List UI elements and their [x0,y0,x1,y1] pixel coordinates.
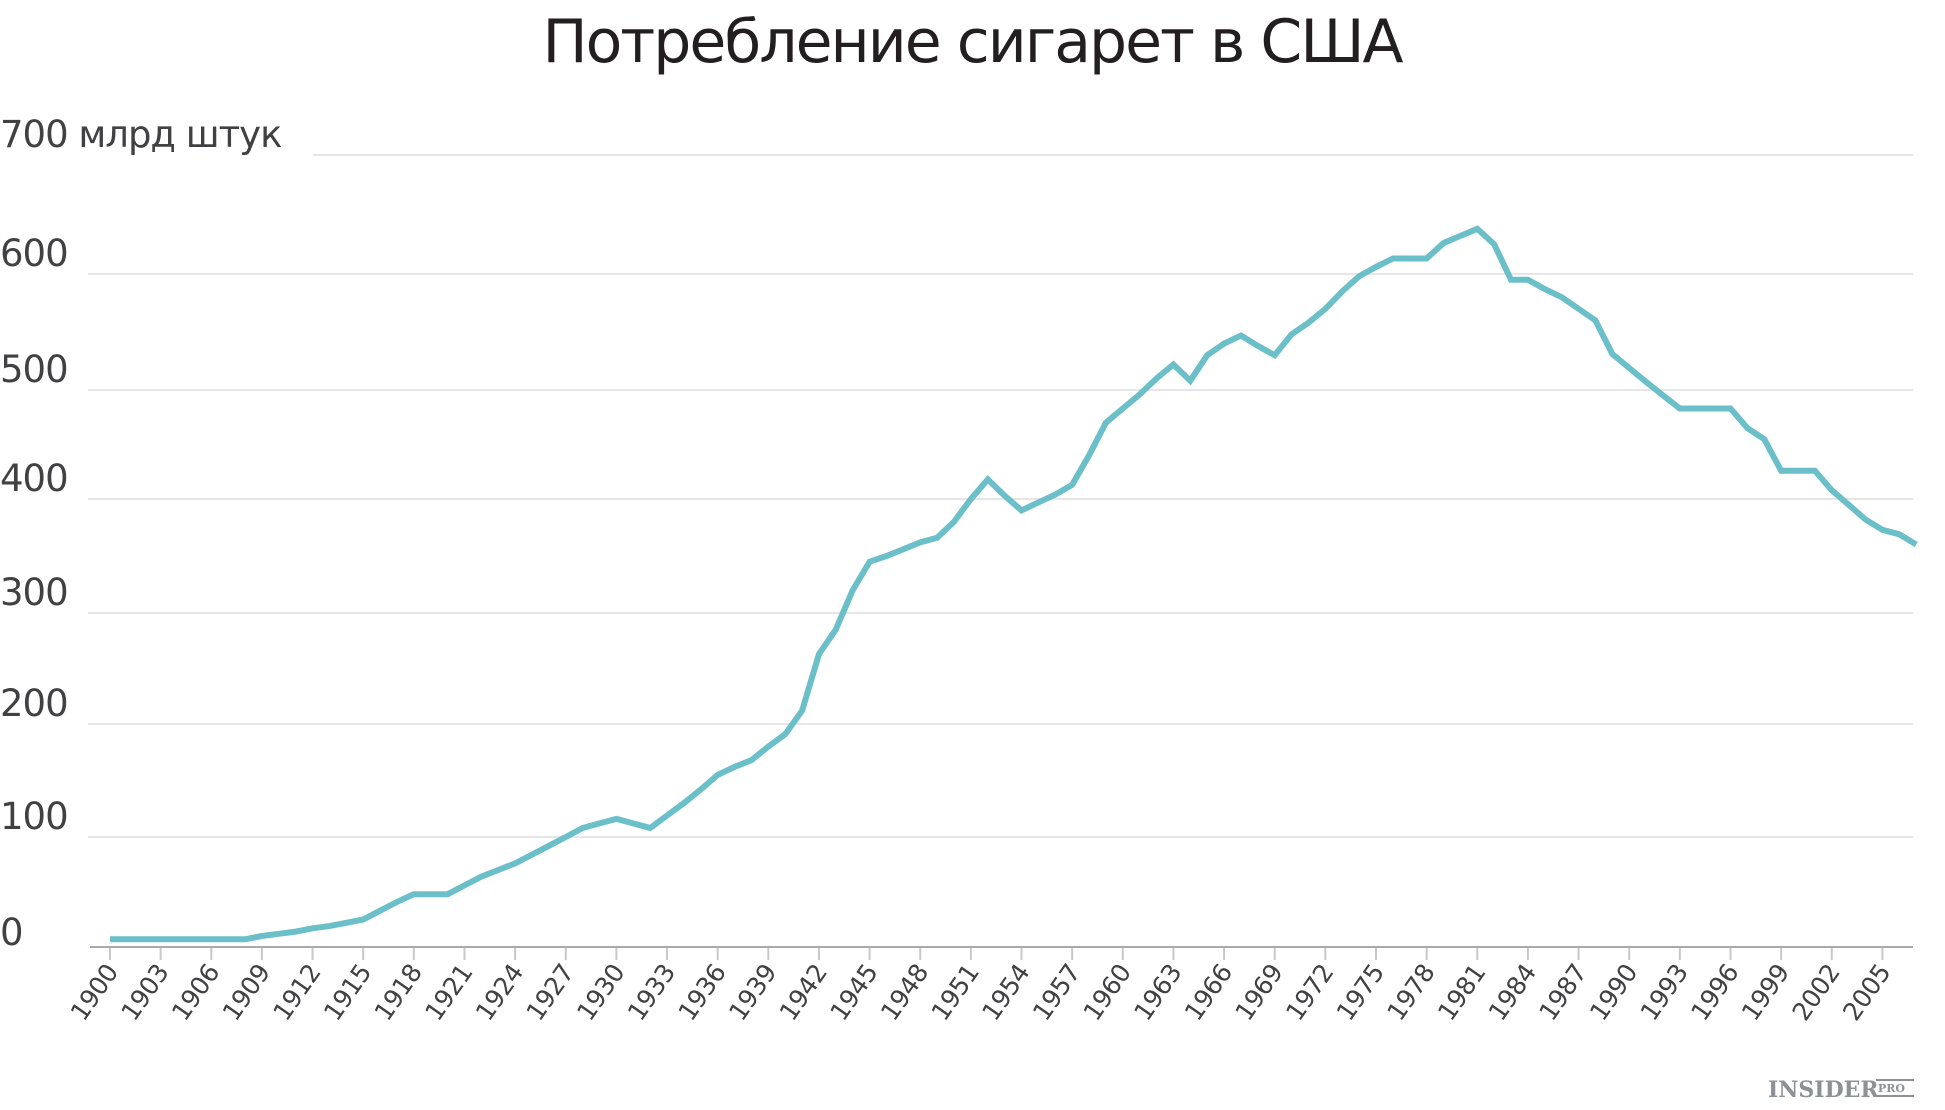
y-tick-label-700: 700 млрд штук [0,113,282,156]
x-tick-label: 1903 [115,959,174,1026]
x-tick-label: 1966 [1179,959,1238,1026]
y-tick-label-400: 400 [0,457,68,500]
x-tick-label: 1999 [1736,959,1795,1026]
x-tick-label: 1987 [1533,959,1592,1026]
x-tick-label: 1954 [976,959,1035,1026]
x-tick-label: 1969 [1230,959,1289,1026]
y-axis-labels: 0 100 200 300 400 500 600 700 млрд штук [0,113,283,954]
y-tick-label-600: 600 [0,232,68,275]
gridlines [88,154,1913,838]
x-tick-label: 1909 [217,959,276,1026]
x-tick-label: 1921 [419,959,478,1026]
x-tick-label: 1927 [521,959,580,1026]
x-tick-label: 1945 [824,959,883,1026]
x-tick-label: 1906 [166,959,225,1026]
x-axis-ticks: 1900190319061909191219151918192119241927… [65,948,1896,1026]
y-tick-label-0: 0 [0,911,23,954]
watermark-suffix: PRO [1878,1082,1905,1095]
x-tick-label: 1912 [267,959,326,1026]
x-tick-label: 1978 [1381,959,1440,1026]
x-tick-label: 1948 [875,959,934,1026]
x-tick-label: 1930 [571,959,630,1026]
chart-title: Потребление сигарет в США [542,7,1403,77]
y-tick-label-100: 100 [0,795,68,838]
x-tick-label: 1915 [318,959,377,1026]
x-tick-label: 1939 [723,959,782,1026]
x-tick-label: 1924 [470,959,529,1026]
x-tick-label: 1993 [1635,959,1694,1026]
x-tick-label: 1960 [1078,959,1137,1026]
watermark-brand: INSIDER [1768,1077,1879,1103]
x-tick-label: 1990 [1584,959,1643,1026]
x-tick-label: 1933 [622,959,681,1026]
x-tick-label: 1918 [369,959,428,1026]
x-tick-label: 1984 [1483,959,1542,1026]
insider-pro-logo: INSIDER PRO [1768,1077,1914,1103]
x-tick-label: 1942 [774,959,833,1026]
x-tick-label: 1936 [672,959,731,1026]
y-tick-label-200: 200 [0,682,68,725]
x-tick-label: 2005 [1837,959,1896,1026]
x-tick-label: 1972 [1280,959,1339,1026]
x-tick-label: 1996 [1685,959,1744,1026]
x-tick-label: 1981 [1432,959,1491,1026]
y-tick-label-300: 300 [0,571,68,614]
consumption-line [110,225,1918,943]
x-tick-label: 1963 [1128,959,1187,1026]
x-tick-label: 1951 [926,959,985,1026]
x-tick-label: 1900 [65,959,124,1026]
x-tick-label: 2002 [1787,959,1846,1026]
x-tick-label: 1975 [1331,959,1390,1026]
y-tick-label-500: 500 [0,348,68,391]
x-tick-label: 1957 [1027,959,1086,1026]
